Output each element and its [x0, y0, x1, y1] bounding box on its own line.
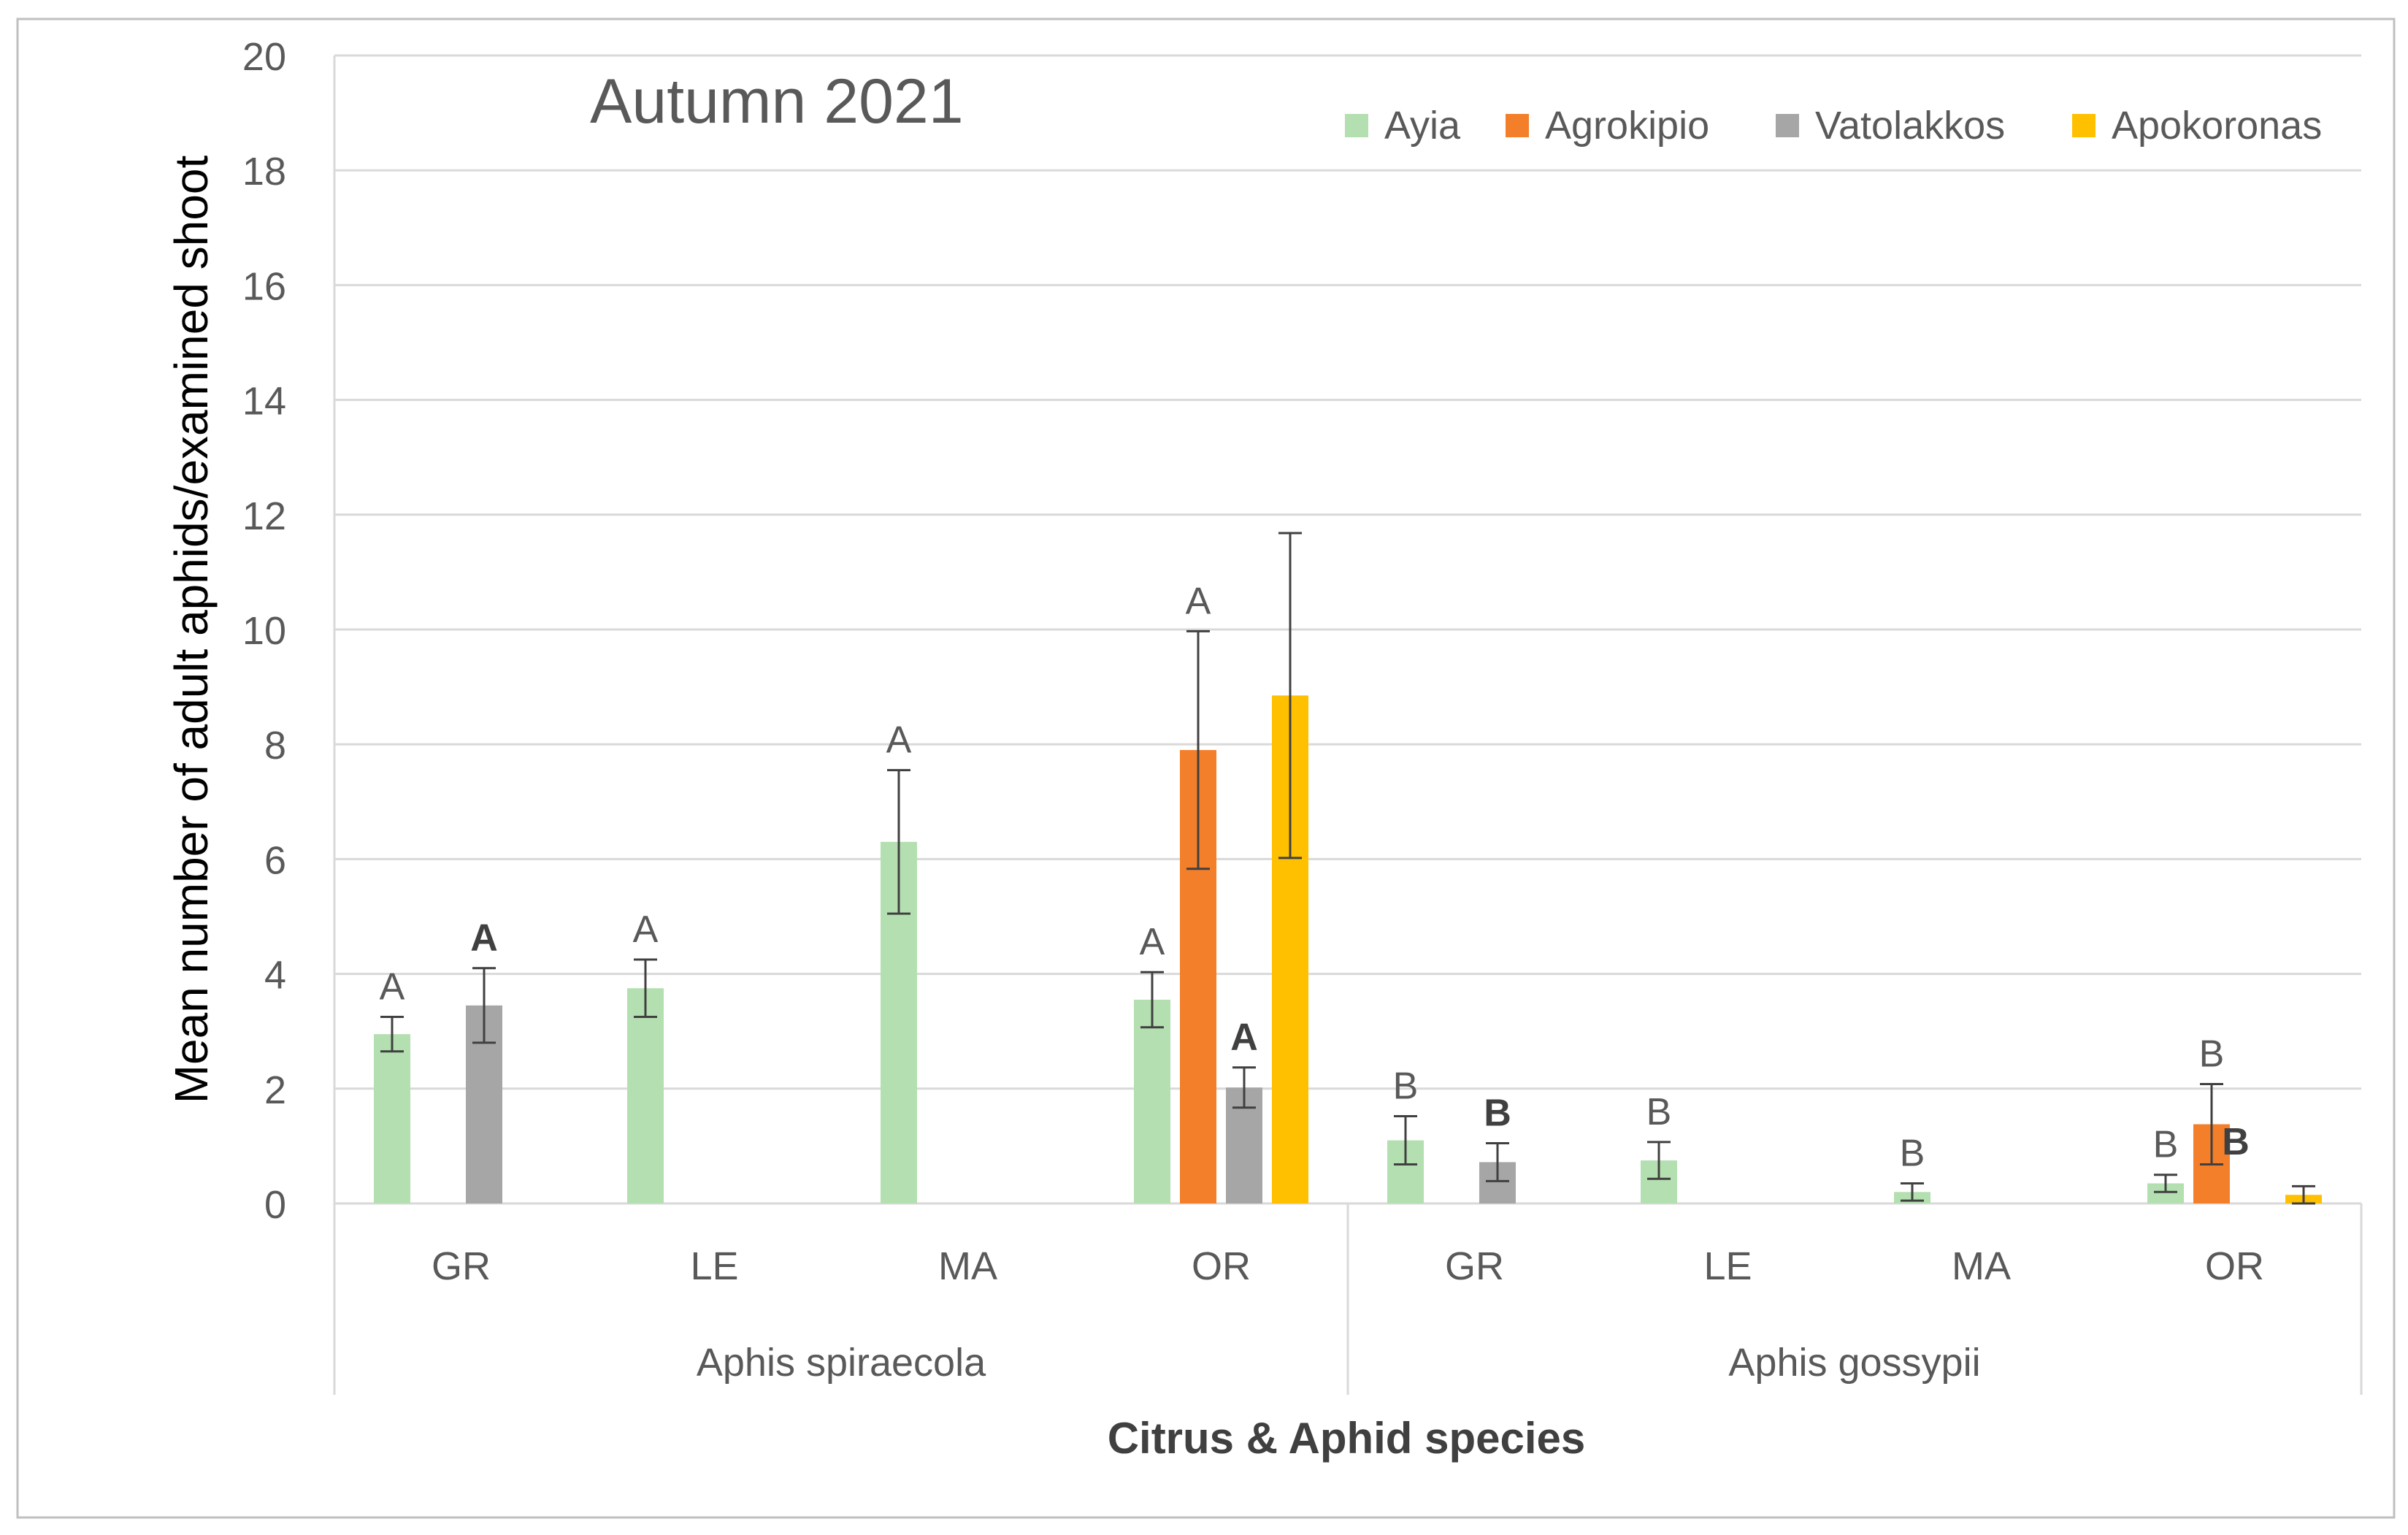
legend-label: Agrokipio [1545, 104, 1709, 148]
x-tick-label: LE [1703, 1244, 1752, 1288]
legend-swatch [1345, 114, 1368, 137]
y-tick-label: 6 [264, 838, 286, 882]
x-tick-label: MA [1952, 1244, 2011, 1288]
significance-letter: A [633, 908, 659, 951]
significance-letter: B [2153, 1124, 2179, 1166]
legend-label: Ayia [1384, 104, 1461, 148]
significance-letter: A [886, 719, 912, 762]
significance-letter: A [380, 966, 405, 1008]
legend-label: Apokoronas [2112, 104, 2322, 148]
legend-swatch [2072, 114, 2096, 137]
y-tick-label: 18 [242, 150, 286, 194]
y-tick-label: 10 [242, 609, 286, 653]
legend-swatch [1776, 114, 1799, 137]
x-tick-label: OR [2205, 1244, 2264, 1288]
error-bars [380, 532, 2315, 1205]
y-tick-label: 8 [264, 724, 286, 768]
bar [1134, 999, 1170, 1203]
x-tick-label: GR [432, 1244, 491, 1288]
y-tick-label: 14 [242, 380, 286, 424]
y-tick-label: 12 [242, 494, 286, 538]
y-tick-label: 4 [264, 954, 286, 998]
y-tick-label: 0 [264, 1183, 286, 1227]
x-tick-label: OR [1192, 1244, 1251, 1288]
x-tick-label: MA [938, 1244, 997, 1288]
y-tick-label: 20 [242, 35, 286, 79]
significance-letters: A A A A B B B B A B A A B B [380, 580, 2250, 1174]
x-axis-title: Citrus & Aphid species [1108, 1414, 1586, 1463]
bar [627, 988, 664, 1203]
significance-letter: B [1900, 1132, 1925, 1174]
significance-letter: B [2199, 1033, 2225, 1076]
y-axis-title: Mean number of adult aphids/examined sho… [165, 155, 218, 1103]
significance-letter: B [2222, 1121, 2250, 1163]
legend-swatch [1506, 114, 1529, 137]
significance-letter: A [1230, 1017, 1258, 1059]
significance-letter: A [1186, 580, 1211, 622]
significance-letter: B [1484, 1092, 1511, 1134]
group-label: Aphis spiraecola [697, 1341, 986, 1385]
legend: Ayia Agrokipio Vatolakkos Apokoronas [1345, 104, 2322, 148]
significance-letter: B [1393, 1065, 1419, 1108]
y-tick-label: 2 [264, 1068, 286, 1112]
x-tick-label: GR [1445, 1244, 1504, 1288]
bar [374, 1034, 410, 1203]
y-tick-label: 16 [242, 264, 286, 308]
axes: 0 2 4 6 8 10 12 14 16 18 20 GR LE MA OR Aphis spiraecol… [242, 35, 2363, 1395]
significance-letter: A [1140, 921, 1165, 963]
x-tick-label: LE [690, 1244, 738, 1288]
significance-letter: A [470, 917, 498, 960]
bars [374, 695, 2322, 1203]
legend-label: Vatolakkos [1815, 104, 2005, 148]
significance-letter: B [1646, 1091, 1672, 1133]
chart-title: Autumn 2021 [590, 66, 964, 137]
group-label: Aphis gossypii [1728, 1341, 1980, 1385]
gridlines [334, 54, 2361, 1205]
